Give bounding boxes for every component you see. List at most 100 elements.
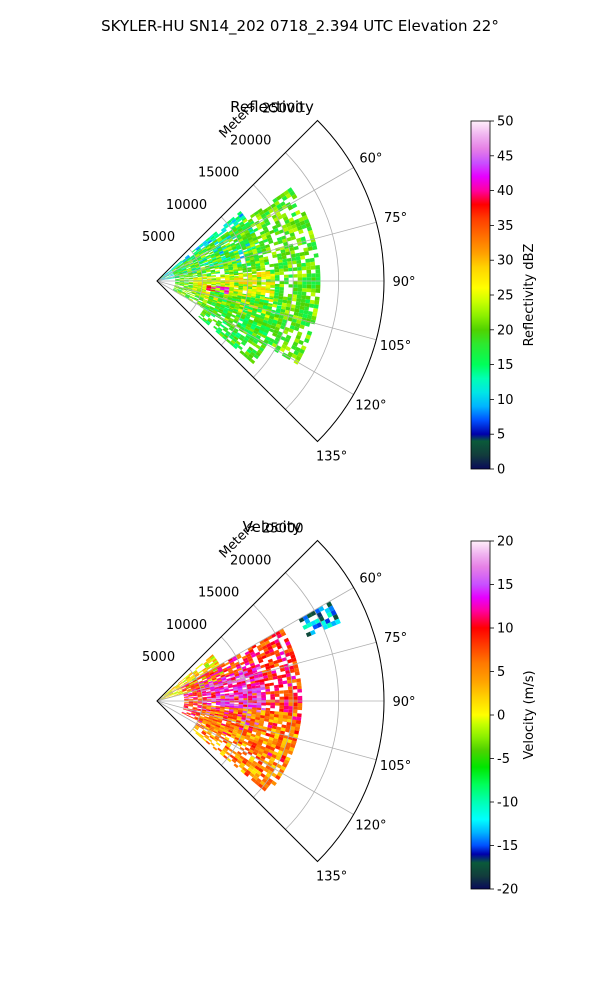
echo-cell [201, 677, 207, 681]
echo-cell [205, 269, 211, 272]
echo-cell [269, 664, 275, 669]
echo-cell [257, 725, 263, 729]
echo-cell [287, 712, 293, 717]
echo-cell [248, 648, 254, 654]
echo-cell [240, 223, 246, 228]
echo-cell [244, 350, 251, 356]
echo-cell [188, 287, 193, 289]
echo-cell [206, 274, 212, 277]
echo-cell [206, 676, 212, 680]
echo-cell [210, 290, 216, 293]
echo-cell [193, 297, 199, 301]
echo-cell [251, 709, 257, 713]
echo-cell [283, 708, 289, 713]
echo-cell [228, 669, 233, 673]
echo-cell [246, 262, 251, 266]
echo-cell [257, 349, 263, 355]
echo-cell [210, 269, 216, 272]
echo-cell [311, 241, 317, 247]
echo-cell [234, 282, 239, 285]
echo-cell [183, 706, 189, 709]
echo-cell [242, 265, 247, 269]
echo-cell [238, 689, 243, 693]
echo-cell [228, 292, 234, 295]
echo-cell [204, 672, 210, 677]
echo-cell [241, 714, 247, 718]
echo-cell [197, 258, 203, 262]
echo-cell [299, 220, 306, 226]
echo-cell [182, 689, 187, 692]
echo-cell [288, 732, 294, 737]
echo-cell [299, 324, 305, 330]
echo-cell [211, 275, 216, 278]
echo-cell [270, 693, 275, 698]
echo-cell [296, 319, 302, 325]
echo-cell [213, 681, 219, 685]
echo-cell [229, 692, 234, 696]
echo-cell [275, 652, 281, 658]
echo-cell [232, 715, 238, 718]
echo-cell [279, 325, 286, 330]
echo-cell [233, 271, 239, 274]
echo-cell [222, 260, 228, 263]
echo-cell [256, 707, 262, 711]
echo-cell [274, 687, 280, 692]
echo-cell [217, 246, 222, 251]
echo-cell [314, 296, 320, 301]
echo-cell [167, 269, 172, 273]
echo-cell [188, 701, 194, 703]
echo-cell [209, 671, 215, 676]
echo-cell [274, 200, 280, 207]
echo-cell [276, 195, 282, 201]
echo-cell [328, 605, 335, 612]
echo-cell [242, 657, 248, 662]
echo-cell [263, 675, 269, 679]
echo-cell [208, 308, 214, 313]
echo-cell [255, 244, 261, 249]
echo-cell [212, 720, 218, 724]
echo-cell [228, 269, 234, 273]
echo-cell [232, 344, 238, 350]
echo-cell [311, 277, 316, 281]
echo-cell [238, 286, 244, 290]
echo-cell [197, 287, 202, 290]
echo-cell [257, 208, 263, 214]
echo-cell [184, 703, 189, 705]
echo-cell [220, 331, 225, 336]
echo-cell [165, 278, 171, 280]
echo-cell [256, 235, 262, 240]
echo-cell [263, 767, 270, 773]
echo-cell [222, 716, 228, 720]
echo-cell [164, 692, 168, 696]
echo-cell [249, 213, 256, 219]
echo-cell [297, 270, 303, 275]
echo-cell [202, 679, 208, 683]
echo-cell [255, 762, 262, 768]
echo-cell [287, 351, 294, 357]
echo-cell [188, 285, 193, 288]
echo-cell [240, 244, 247, 249]
echo-cell [270, 764, 277, 770]
echo-cell [259, 220, 266, 226]
echo-cell [202, 276, 207, 279]
range-tick-label: 5000 [142, 650, 175, 665]
echo-cell [283, 268, 289, 272]
colorbar-tick-label: -20 [497, 883, 518, 898]
echo-cell [239, 674, 245, 678]
echo-cell [211, 699, 217, 701]
echo-cell [234, 275, 239, 279]
echo-cell [161, 277, 166, 280]
echo-cell [193, 284, 198, 286]
echo-cell [207, 730, 212, 735]
echo-cell [296, 716, 302, 721]
echo-cell [185, 263, 190, 267]
echo-cell [247, 707, 253, 710]
echo-cell [241, 684, 247, 688]
echo-cell [220, 302, 226, 307]
echo-cell [260, 686, 266, 691]
echo-cell [223, 334, 229, 339]
echo-cell [197, 694, 203, 697]
echo-cell [168, 272, 174, 275]
echo-cell [260, 772, 266, 779]
echo-cell [178, 681, 183, 686]
